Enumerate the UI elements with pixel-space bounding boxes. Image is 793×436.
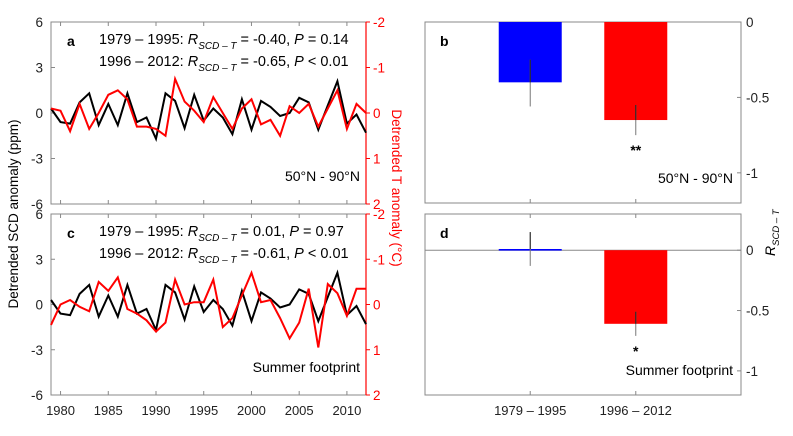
bar-late-period — [604, 22, 668, 121]
panel-label: a — [67, 33, 75, 49]
temperature-series-line — [50, 75, 367, 139]
panel-label: d — [440, 225, 449, 241]
y-tick-label: -1 — [746, 364, 758, 379]
x-tick-label: 1985 — [94, 403, 123, 418]
stats-r-subscript: SCD – T — [198, 63, 237, 74]
y-tick-label: 6 — [35, 15, 43, 30]
y-tick-label: -0.5 — [746, 90, 769, 105]
right-y-tick-label: 1 — [373, 343, 381, 358]
right-y-tick-label: 0 — [373, 298, 381, 313]
plot-frame — [424, 213, 742, 396]
bar-ylabel-main: R — [762, 246, 778, 256]
right-y-tick-label: -2 — [373, 15, 385, 30]
stats-r-subscript: SCD – T — [198, 255, 237, 266]
stats-r-symbol: R — [188, 224, 199, 240]
right-y-tick-label: 1 — [373, 152, 381, 167]
significance-marker: * — [633, 343, 639, 359]
svg-text:RSCD – T: RSCD – T — [762, 208, 782, 256]
category-label: 1996 – 2012 — [600, 403, 672, 418]
y-tick-label: -3 — [31, 343, 43, 358]
stats-period: 1979 – 1995: — [99, 224, 188, 240]
stats-line: 1979 – 1995: RSCD – T = 0.01, P = 0.97 — [99, 224, 344, 244]
right-y-tick-label: 0 — [373, 106, 381, 121]
panel-d: 1979 – 1995 1996 – 2012 0 -0.5 -1 * d Summer fo… — [424, 213, 769, 418]
region-label: Summer footprint — [253, 359, 360, 375]
stats-line: 1979 – 1995: RSCD – T = -0.40, P = 0.14 — [99, 32, 349, 52]
x-tick-label: 2005 — [285, 403, 314, 418]
x-tick-label: 1995 — [189, 403, 218, 418]
right-ylabel: Detrended T anomaly (°C) — [389, 109, 404, 266]
panel-label: b — [440, 33, 449, 49]
bar-late-period — [604, 250, 668, 324]
stats-r-symbol: R — [188, 32, 199, 48]
y-tick-label: -0.5 — [746, 304, 769, 319]
right-y-tick-label: -1 — [373, 252, 385, 267]
stats-p-symbol: P — [294, 32, 304, 48]
temperature-series-line — [50, 269, 366, 348]
right-y-tick-label: -1 — [373, 61, 385, 76]
stats-p-symbol: P — [294, 246, 304, 262]
category-label: 1979 – 1995 — [494, 403, 566, 418]
right-y-tick-label: -2 — [373, 207, 385, 222]
stats-p-value: = 0.14 — [304, 32, 349, 48]
x-tick-label: 1980 — [46, 403, 75, 418]
y-tick-label: 6 — [35, 207, 43, 222]
region-label: Summer footprint — [626, 362, 733, 378]
x-tick-label: 1990 — [142, 403, 171, 418]
y-tick-label: 0 — [35, 298, 43, 313]
panel-b: 0 -0.5 -1 ** b 50°N - 90°N — [424, 15, 769, 204]
stats-r-subscript: SCD – T — [198, 41, 237, 52]
region-label: 50°N - 90°N — [285, 168, 360, 184]
stats-r-value: = -0.40, — [237, 32, 295, 48]
right-y-tick-label: 2 — [373, 197, 381, 212]
y-tick-label: 0 — [746, 15, 754, 30]
stats-p-symbol: P — [294, 54, 304, 70]
panel-label: c — [67, 225, 75, 241]
bar-ylabel: RSCD – T — [762, 208, 782, 256]
y-tick-label: -3 — [31, 152, 43, 167]
plot-frame — [424, 21, 742, 204]
stats-period: 1996 – 2012: — [99, 54, 188, 70]
scd-series-line — [50, 269, 367, 334]
y-tick-label: 0 — [746, 243, 754, 258]
y-tick-label: -1 — [746, 166, 758, 181]
y-tick-label: 3 — [35, 252, 43, 267]
x-tick-label: 2010 — [332, 403, 361, 418]
stats-line: 1996 – 2012: RSCD – T = -0.61, P < 0.01 — [99, 246, 349, 266]
left-ylabel: Detrended SCD anomaly (ppm) — [6, 119, 21, 308]
stats-period: 1996 – 2012: — [99, 246, 188, 262]
stats-p-value: < 0.01 — [304, 246, 349, 262]
y-tick-label: -6 — [31, 388, 43, 403]
stats-r-value: = 0.01, — [237, 224, 290, 240]
x-tick-label: 2000 — [237, 403, 266, 418]
stats-p-value: < 0.01 — [304, 54, 349, 70]
stats-r-value: = -0.61, — [237, 246, 295, 262]
y-tick-label: 3 — [35, 61, 43, 76]
stats-r-value: = -0.65, — [237, 54, 295, 70]
bar-ylabel-sub: SCD – T — [771, 208, 782, 246]
panel-c: 1980 1985 1990 1995 2000 2005 2010 6 3 0 -3 -6 -2 -1 0… — [31, 207, 385, 418]
y-tick-label: 0 — [35, 106, 43, 121]
stats-p-value: = 0.97 — [299, 224, 344, 240]
right-y-tick-label: 2 — [373, 388, 381, 403]
y-tick-label: -6 — [31, 197, 43, 212]
stats-p-symbol: P — [289, 224, 299, 240]
stats-r-symbol: R — [188, 54, 199, 70]
significance-marker: ** — [630, 142, 641, 158]
stats-r-symbol: R — [188, 246, 199, 262]
stats-r-subscript: SCD – T — [198, 233, 237, 244]
stats-line: 1996 – 2012: RSCD – T = -0.65, P < 0.01 — [99, 54, 349, 74]
region-label: 50°N - 90°N — [658, 170, 733, 186]
stats-period: 1979 – 1995: — [99, 32, 188, 48]
